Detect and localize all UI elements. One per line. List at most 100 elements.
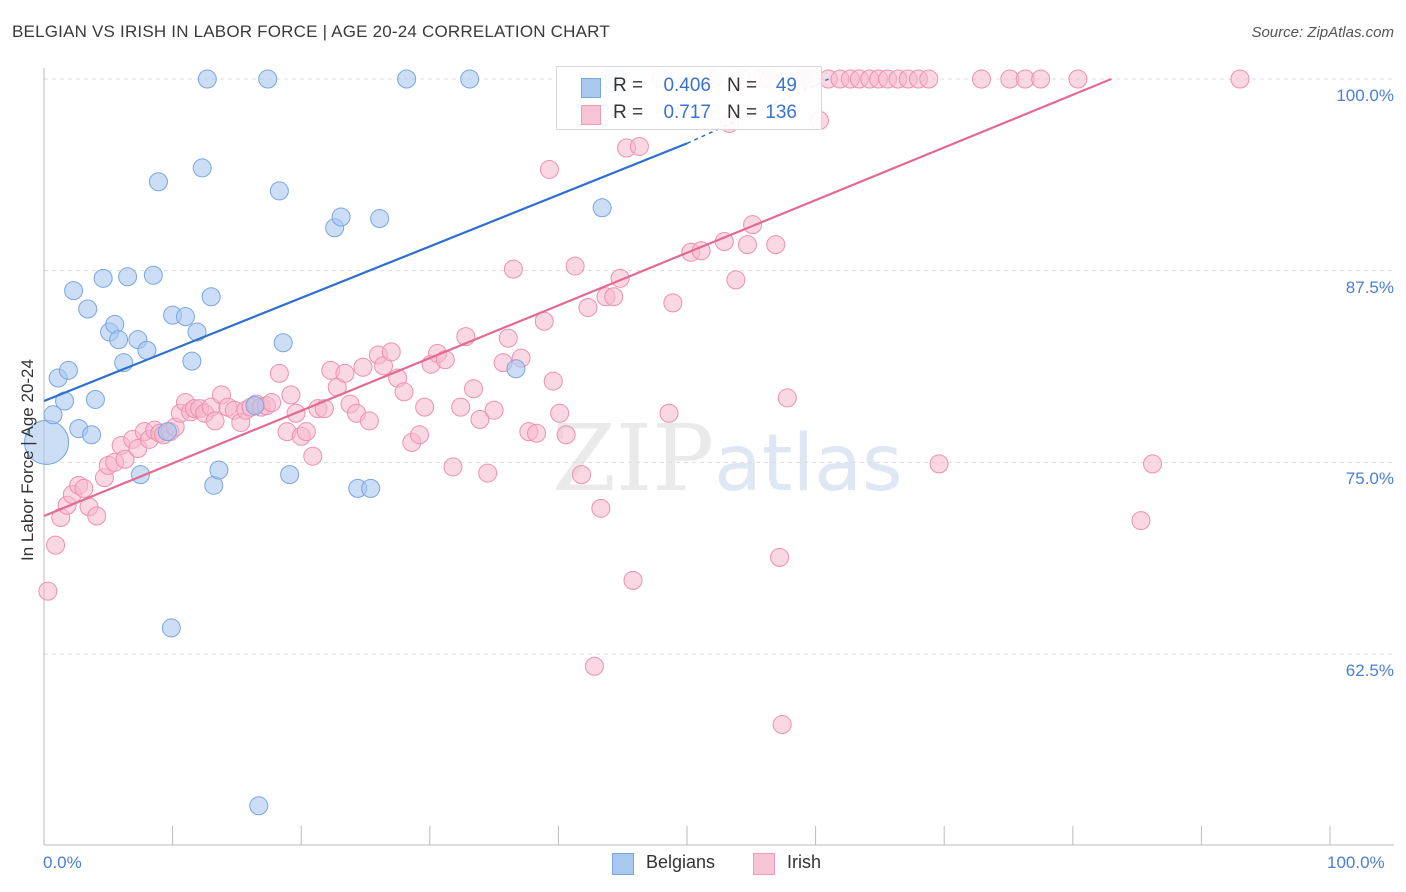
irish-point <box>451 397 471 417</box>
irish-point <box>1068 69 1088 89</box>
belgian-point <box>43 405 63 425</box>
belgians-n-value: 49 <box>775 75 797 96</box>
irish-point <box>470 409 490 429</box>
y-tick-label: 62.5% <box>1345 661 1394 680</box>
irish-point <box>777 388 797 408</box>
belgian-point <box>85 389 105 409</box>
belgian-point <box>209 460 229 480</box>
source-label: Source: ZipAtlas.com <box>1251 24 1394 41</box>
irish-point <box>663 293 683 313</box>
irish-legend-label: Irish <box>787 852 822 872</box>
belgian-point <box>182 351 202 371</box>
irish-point <box>578 297 598 317</box>
irish-point <box>550 403 570 423</box>
belgian-point <box>361 478 381 498</box>
belgians-n-label: N = <box>727 75 758 96</box>
irish-point <box>971 69 991 89</box>
y-tick-label: 100.0% <box>1336 86 1394 105</box>
belgians-legend-swatch <box>612 853 634 875</box>
x-tick-label-min: 0.0% <box>43 853 82 872</box>
irish-point <box>359 411 379 431</box>
belgian-point <box>245 396 265 416</box>
watermark-atlas: atlas <box>714 419 903 509</box>
y-tick-label: 75.0% <box>1345 469 1394 489</box>
irish-point <box>629 136 649 156</box>
belgian-point <box>331 207 351 227</box>
belgian-point <box>197 69 217 89</box>
watermark-zip: ZIP <box>552 405 715 512</box>
irish-point <box>1131 511 1151 531</box>
irish-point <box>205 411 225 431</box>
irish-point <box>410 425 430 445</box>
belgian-point <box>143 265 163 285</box>
belgian-point <box>157 422 177 442</box>
belgians-trend-line <box>43 142 688 403</box>
irish-point <box>929 454 949 474</box>
belgian-point <box>592 198 612 218</box>
irish-point <box>115 449 135 469</box>
irish-point <box>303 446 323 466</box>
belgian-point <box>280 465 300 485</box>
irish-point <box>919 69 939 89</box>
belgian-point <box>249 796 269 816</box>
belgians-r-value: 0.406 <box>663 75 711 96</box>
irish-point <box>1031 69 1051 89</box>
irish-point <box>772 715 792 735</box>
legend-row-belgians: R = 0.406 N = 49 <box>557 73 821 101</box>
belgian-point <box>187 322 207 342</box>
irish-point <box>726 270 746 290</box>
belgian-point <box>506 359 526 379</box>
irish-point <box>443 457 463 477</box>
belgian-point <box>175 307 195 327</box>
irish-trend-line <box>43 77 1112 518</box>
irish-point <box>46 535 66 555</box>
irish-r-value: 0.717 <box>663 102 711 123</box>
irish-point <box>353 357 373 377</box>
belgians-r-label: R = <box>613 75 644 96</box>
irish-points <box>38 69 1250 735</box>
correlation-legend: R = 0.406 N = 49 R = 0.717 N = 136 <box>556 66 822 130</box>
irish-point <box>503 259 523 279</box>
belgian-point <box>201 287 221 307</box>
irish-point <box>766 235 786 255</box>
belgian-point <box>109 330 129 350</box>
belgian-point <box>273 333 293 353</box>
belgian-point <box>269 181 289 201</box>
grid-lines <box>44 78 1394 655</box>
irish-point <box>415 397 435 417</box>
irish-point <box>556 425 576 445</box>
irish-point <box>296 422 316 442</box>
y-tick-label: 87.5% <box>1345 277 1394 297</box>
irish-point <box>572 465 592 485</box>
y-axis-label: In Labor Force | Age 20-24 <box>18 359 37 561</box>
belgians-legend-label: Belgians <box>646 852 716 872</box>
irish-n-value: 136 <box>765 102 797 123</box>
belgian-point <box>118 267 138 287</box>
belgian-point <box>93 268 113 288</box>
irish-point <box>478 463 498 483</box>
irish-point <box>743 215 763 235</box>
belgian-point <box>397 69 417 89</box>
irish-point <box>74 478 94 498</box>
axes <box>43 68 1394 846</box>
irish-point <box>381 342 401 362</box>
irish-point <box>1143 454 1163 474</box>
belgians-swatch <box>581 78 601 98</box>
belgian-point <box>78 299 98 319</box>
irish-point <box>565 256 585 276</box>
irish-point <box>38 581 58 601</box>
belgian-point <box>258 69 278 89</box>
irish-point <box>543 371 563 391</box>
x-tick-label-max: 100.0% <box>1327 853 1385 872</box>
irish-swatch <box>581 105 601 125</box>
irish-point <box>591 498 611 518</box>
irish-point <box>604 287 624 307</box>
belgian-point <box>370 209 390 229</box>
irish-point <box>534 311 554 331</box>
irish-point <box>269 363 289 383</box>
belgian-point <box>148 172 168 192</box>
irish-point <box>484 400 504 420</box>
belgian-point <box>460 69 480 89</box>
irish-point <box>262 393 282 413</box>
